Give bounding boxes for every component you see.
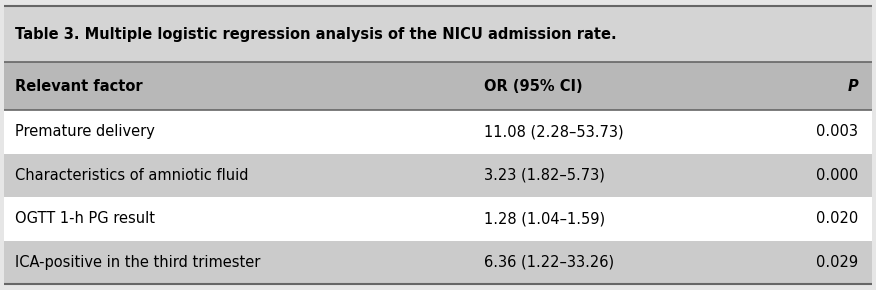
Text: OGTT 1-h PG result: OGTT 1-h PG result bbox=[15, 211, 155, 226]
Bar bbox=[4, 62, 872, 110]
Text: 1.28 (1.04–1.59): 1.28 (1.04–1.59) bbox=[484, 211, 604, 226]
Text: Premature delivery: Premature delivery bbox=[15, 124, 155, 139]
Bar bbox=[4, 110, 872, 154]
Bar bbox=[4, 6, 872, 62]
Text: Relevant factor: Relevant factor bbox=[15, 79, 143, 94]
Text: 0.000: 0.000 bbox=[816, 168, 858, 183]
Text: Table 3. Multiple logistic regression analysis of the NICU admission rate.: Table 3. Multiple logistic regression an… bbox=[15, 27, 617, 41]
Text: 0.029: 0.029 bbox=[816, 255, 858, 270]
Text: P: P bbox=[848, 79, 858, 94]
Text: 3.23 (1.82–5.73): 3.23 (1.82–5.73) bbox=[484, 168, 604, 183]
Text: OR (95% CI): OR (95% CI) bbox=[484, 79, 583, 94]
Text: Characteristics of amniotic fluid: Characteristics of amniotic fluid bbox=[15, 168, 249, 183]
Text: 11.08 (2.28–53.73): 11.08 (2.28–53.73) bbox=[484, 124, 623, 139]
Bar bbox=[4, 154, 872, 197]
Text: 0.003: 0.003 bbox=[816, 124, 858, 139]
Bar bbox=[4, 197, 872, 241]
Bar bbox=[4, 241, 872, 284]
Text: ICA-positive in the third trimester: ICA-positive in the third trimester bbox=[15, 255, 260, 270]
Text: 0.020: 0.020 bbox=[816, 211, 858, 226]
Text: 6.36 (1.22–33.26): 6.36 (1.22–33.26) bbox=[484, 255, 614, 270]
